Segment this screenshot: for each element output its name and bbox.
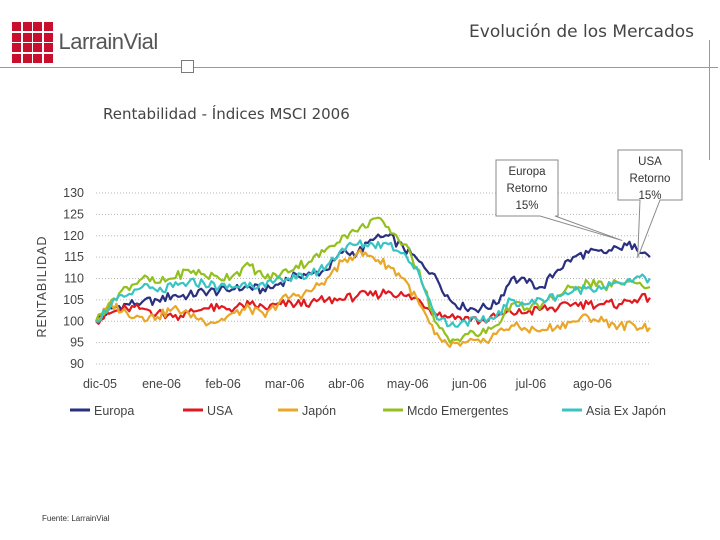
x-tick-label: jul-06 — [515, 377, 547, 391]
x-tick-label: may-06 — [387, 377, 429, 391]
header-vertical-divider — [709, 40, 710, 160]
legend-label: Europa — [94, 404, 134, 418]
callout-usa: USA Retorno 15% — [617, 149, 683, 258]
brand-logo: LarrainVial — [12, 22, 158, 63]
series-line-asia-ex-japon — [95, 239, 651, 328]
header-square-icon — [181, 60, 194, 73]
callout-text: Europa — [508, 166, 546, 178]
legend-label: Mcdo Emergentes — [407, 404, 508, 418]
source-note: Fuente: LarrainVial — [42, 514, 110, 523]
y-tick-label: 120 — [63, 229, 84, 243]
brand-name: LarrainVial — [58, 29, 159, 55]
callout-europa: Europa Retorno 15% — [495, 159, 623, 242]
x-tick-label: jun-06 — [451, 377, 487, 391]
y-tick-label: 95 — [70, 336, 84, 350]
x-tick-label: abr-06 — [328, 377, 364, 391]
series-line-japon — [95, 248, 651, 348]
y-tick-label: 100 — [63, 314, 84, 328]
y-tick-label: 115 — [64, 250, 84, 264]
callout-text: 15% — [515, 200, 538, 212]
chart-subtitle: Rentabilidad - Índices MSCI 2006 — [103, 105, 350, 123]
x-tick-label: ago-06 — [573, 377, 612, 391]
x-tick-label: dic-05 — [83, 377, 117, 391]
x-tick-label: feb-06 — [205, 377, 240, 391]
y-axis-label: RENTABILIDAD — [35, 235, 49, 337]
legend-label: USA — [207, 404, 233, 418]
page-title: Evolución de los Mercados — [469, 22, 694, 42]
logo-grid-icon — [12, 22, 53, 63]
x-tick-label: mar-06 — [265, 377, 305, 391]
callout-text: USA — [638, 156, 662, 168]
header-divider — [0, 67, 718, 68]
legend-label: Asia Ex Japón — [586, 404, 666, 418]
callout-text: 15% — [638, 190, 661, 202]
y-tick-label: 130 — [63, 186, 84, 200]
legend-label: Japón — [302, 404, 336, 418]
callout-text: Retorno — [507, 183, 548, 195]
y-tick-label: 90 — [70, 357, 84, 371]
y-tick-label: 110 — [64, 272, 84, 286]
y-tick-label: 105 — [63, 293, 84, 307]
y-tick-label: 125 — [63, 207, 84, 221]
x-tick-label: ene-06 — [142, 377, 181, 391]
series-line-europa — [95, 232, 651, 322]
callout-text: Retorno — [630, 173, 671, 185]
